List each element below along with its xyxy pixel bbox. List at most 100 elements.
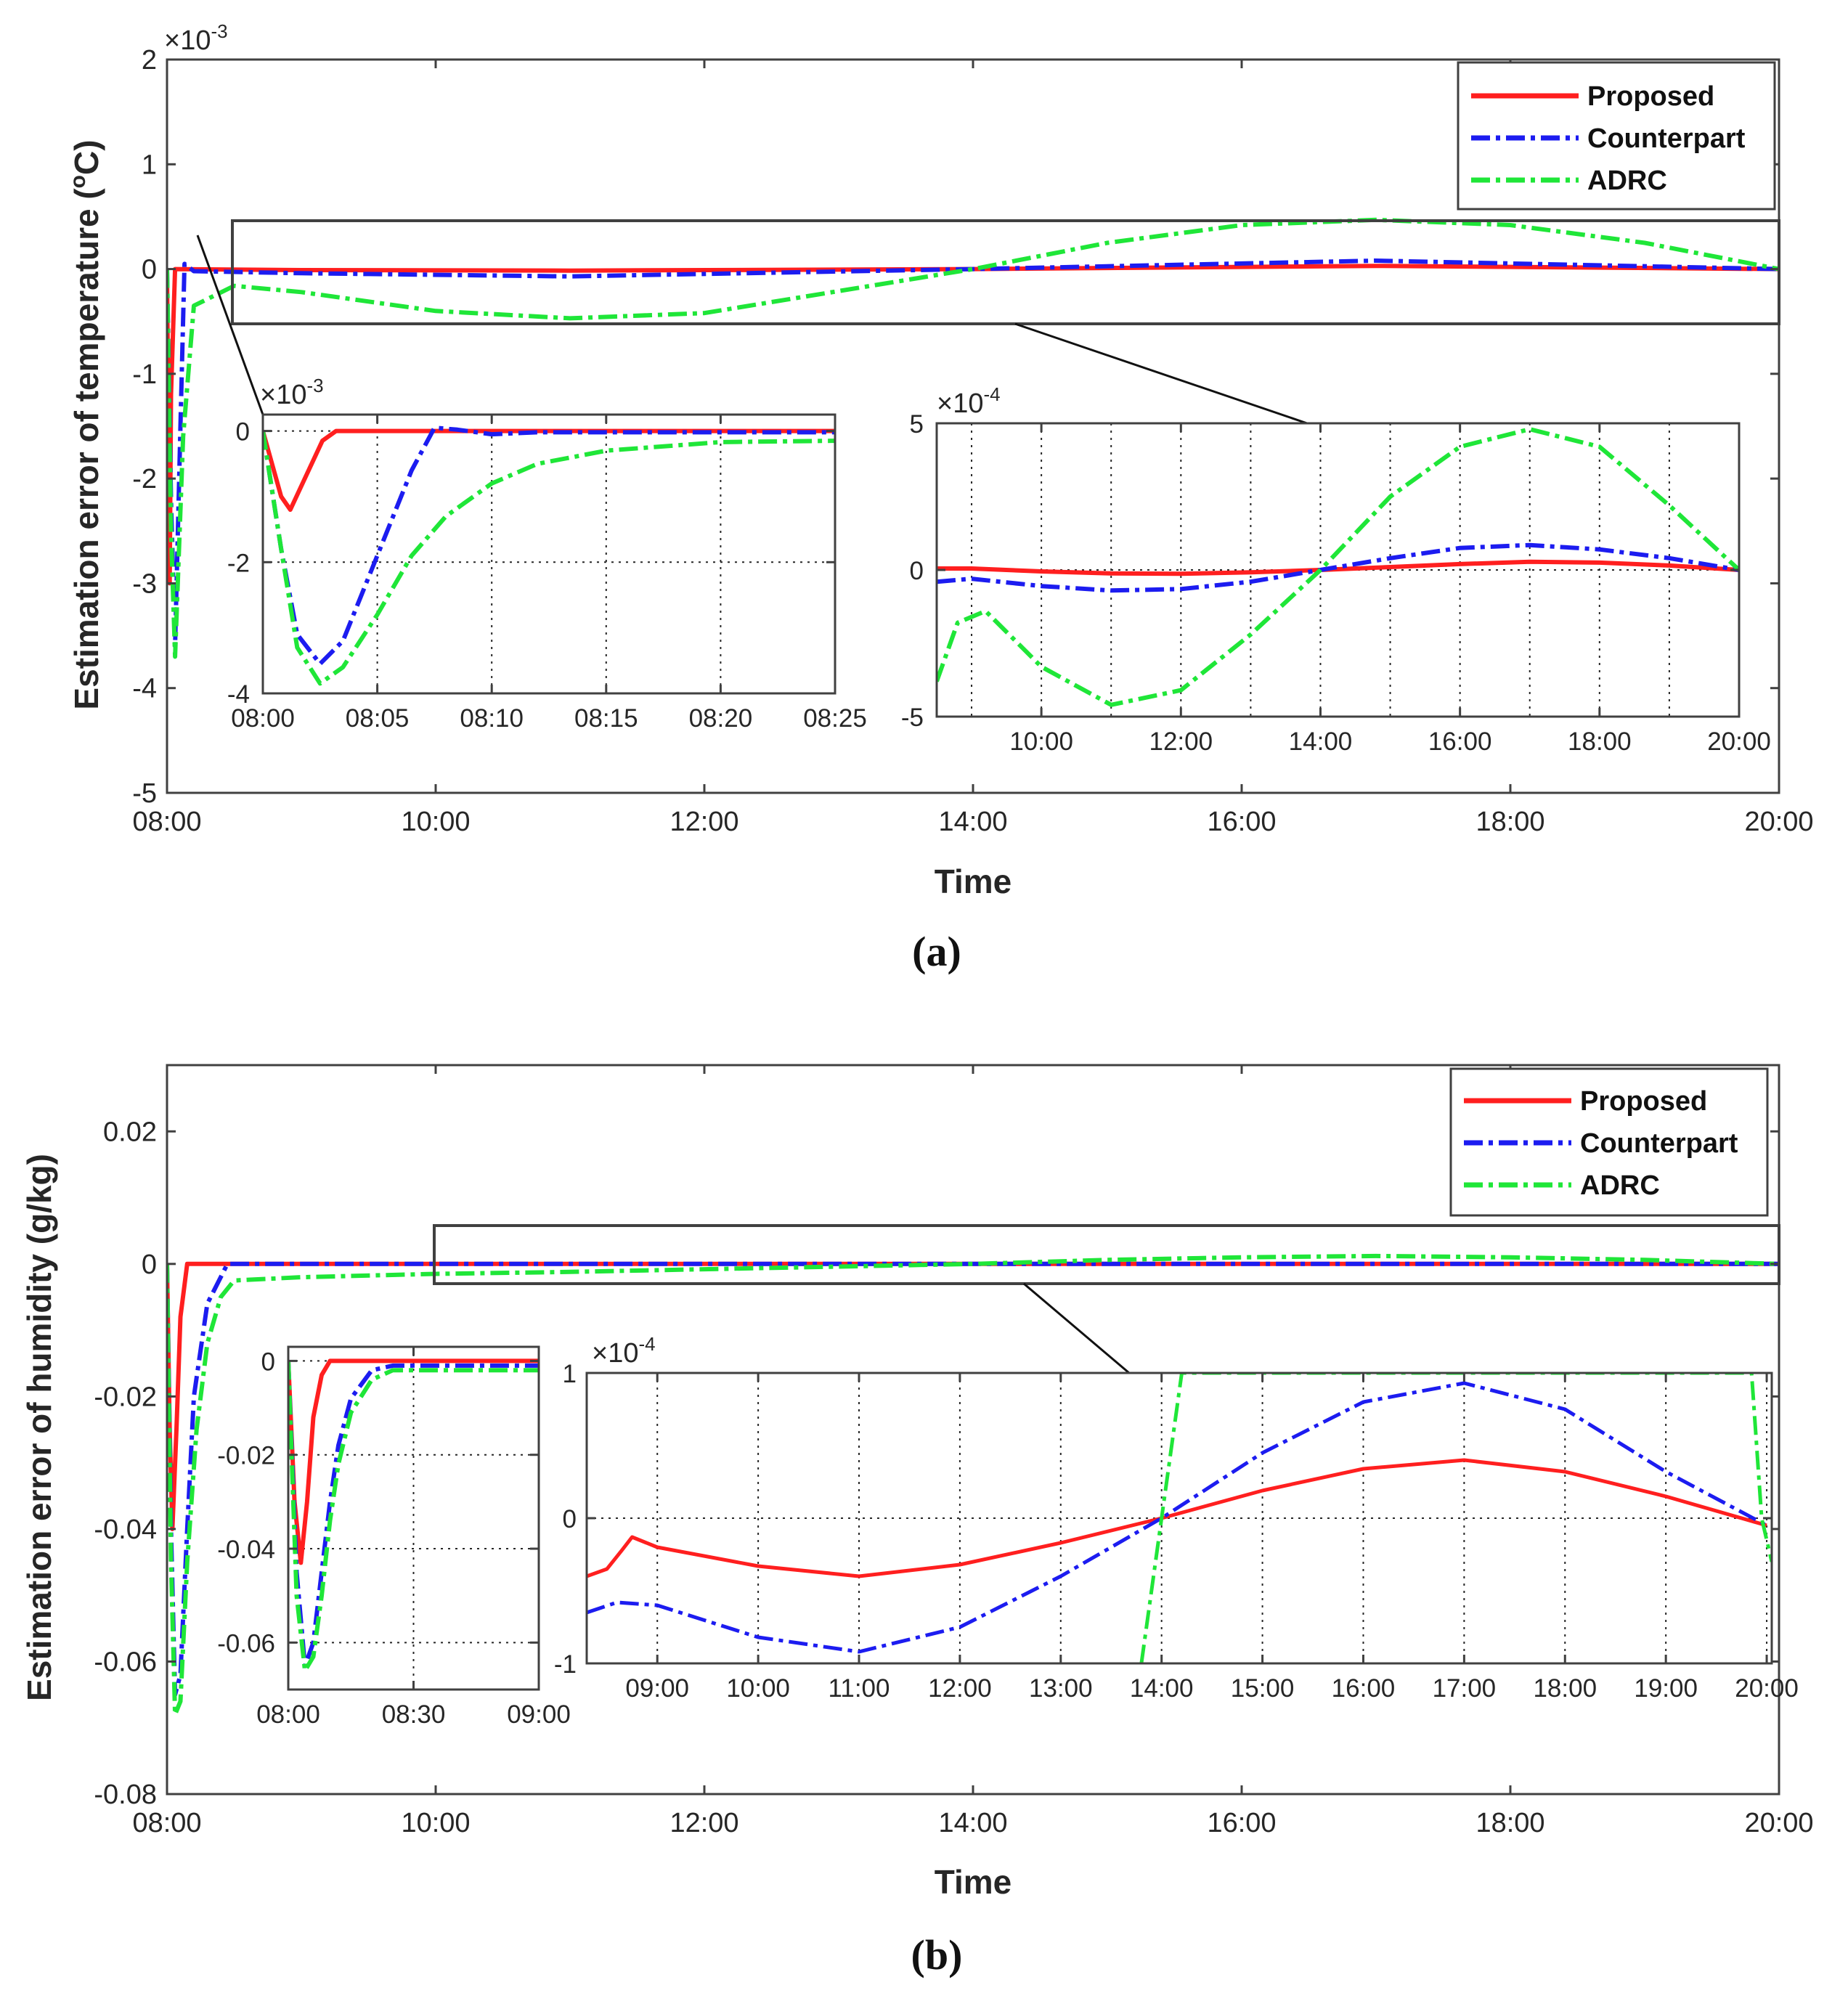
chart-a-inset-detail: 10:00 12:00 14:00 16:00 18:00 20:00 5 0 -5 <box>901 410 1771 756</box>
b-inset2-xtick-label: 12:00 <box>928 1674 992 1703</box>
xlabel-b: Time <box>935 1863 1012 1901</box>
chart-b-inset-detail: 09:00 10:00 11:00 12:00 13:00 14:00 15:00 16:00… <box>554 1360 1799 1703</box>
a-main-ytick-label: -3 <box>132 568 157 599</box>
xlabel-a: Time <box>935 863 1012 900</box>
b-inset2-xtick-label: 20:00 <box>1735 1674 1799 1703</box>
b-inset2-xtick-label: 10:00 <box>726 1674 790 1703</box>
ylabel-b: Estimation error of humidity (g/kg) <box>20 1154 58 1701</box>
b-main-ytick-label: -0.04 <box>94 1515 157 1545</box>
legend-b: Proposed Counterpart ADRC <box>1449 1067 1769 1217</box>
caption-a: (a) <box>912 928 961 975</box>
a-inset2-ytick-label: 0 <box>910 557 924 585</box>
b-inset2-xtick-label: 16:00 <box>1332 1674 1396 1703</box>
multiplier-a-inset1: ×10-3 <box>260 375 324 410</box>
panel-a: 08:00 10:00 12:00 14:00 16:00 18:00 20:00 2 1 0 -1… <box>66 20 1814 975</box>
b-inset2-ytick-label: 0 <box>563 1505 577 1533</box>
b-inset1-ytick-label: 0 <box>261 1348 275 1376</box>
b-inset1-xtick-label: 08:00 <box>256 1700 320 1729</box>
b-main-xtick-label: 14:00 <box>938 1808 1007 1838</box>
b-main-xtick-label: 10:00 <box>401 1808 470 1838</box>
zoom-connector-a1 <box>196 235 264 415</box>
b-inset1-ytick-label: -0.02 <box>217 1442 275 1470</box>
b-main-ytick-label: -0.02 <box>94 1382 157 1412</box>
b-main-xtick-label: 20:00 <box>1744 1808 1813 1838</box>
a-inset1-axes-frame <box>261 413 837 695</box>
b-main-ytick-label: 0 <box>142 1250 157 1280</box>
a-inset2-series-adrc <box>937 427 1739 707</box>
a-main-ytick-label: -4 <box>132 674 157 704</box>
b-main-ytick-label: 0.02 <box>103 1117 157 1147</box>
b-main-ytick-label: -0.06 <box>94 1647 157 1677</box>
b-inset2-series-counterpart <box>587 1381 1768 1654</box>
a-inset1-xtick-label: 08:25 <box>803 704 867 733</box>
b-inset2-plot-area <box>587 1373 1772 1663</box>
caption-b: (b) <box>911 1931 963 1978</box>
b-inset1-xtick-label: 08:30 <box>382 1700 446 1729</box>
a-inset1-series-adrc <box>263 431 835 686</box>
b-inset2-xtick-label: 09:00 <box>625 1674 689 1703</box>
multiplier-a-inset2: ×10-4 <box>937 383 1001 419</box>
a-inset2-xtick-label: 14:00 <box>1289 728 1353 756</box>
a-inset2-xtick-label: 18:00 <box>1568 728 1632 756</box>
a-main-xtick-label: 20:00 <box>1744 807 1813 837</box>
b-inset1-xtick-label: 09:00 <box>507 1700 571 1729</box>
legend-b-proposed-label: Proposed <box>1580 1086 1707 1117</box>
a-inset2-ytick-label: -5 <box>901 704 924 732</box>
chart-a-inset-start: 08:00 08:05 08:10 08:15 08:20 08:25 0 -2 -4 <box>227 413 867 733</box>
a-inset1-xtick-label: 08:10 <box>460 704 524 733</box>
b-inset2-series-proposed <box>587 1458 1767 1578</box>
zoom-box-b <box>433 1224 1780 1285</box>
b-inset2-xtick-label: 13:00 <box>1029 1674 1093 1703</box>
a-inset1-xtick-label: 08:00 <box>231 704 295 733</box>
a-main-ytick-label: -5 <box>132 778 157 809</box>
a-inset2-xtick-label: 16:00 <box>1428 728 1492 756</box>
multiplier-b-inset2: ×10-4 <box>592 1333 656 1369</box>
multiplier-a-main: ×10-3 <box>164 20 228 56</box>
zoom-box-a <box>231 219 1780 325</box>
zoom-connector-a2 <box>1014 322 1308 425</box>
legend-b-adrc-label: ADRC <box>1580 1170 1660 1201</box>
panel-b: 08:00 10:00 12:00 14:00 16:00 18:00 20:00 0.02 0… <box>20 1064 1814 1978</box>
a-main-ytick-label: 0 <box>142 255 157 285</box>
a-main-ytick-label: -2 <box>132 464 157 494</box>
legend-b-counterpart-label: Counterpart <box>1580 1128 1738 1159</box>
zoom-connector-b <box>1023 1282 1130 1374</box>
b-inset2-ytick-label: -1 <box>554 1650 577 1679</box>
b-inset1-ytick-label: -0.06 <box>217 1629 275 1658</box>
b-main-xtick-label: 16:00 <box>1207 1808 1276 1838</box>
legend-a-adrc-label: ADRC <box>1587 166 1667 196</box>
a-main-ytick-label: 2 <box>142 45 157 76</box>
a-inset1-xtick-label: 08:05 <box>346 704 410 733</box>
a-inset1-ytick-label: 0 <box>236 418 250 447</box>
legend-a: Proposed Counterpart ADRC <box>1457 61 1776 211</box>
b-inset1-series-counterpart <box>288 1361 539 1668</box>
a-inset1-series-proposed <box>263 428 835 512</box>
a-inset1-ytick-label: -4 <box>227 680 250 709</box>
a-inset1-plot-area <box>263 415 835 693</box>
a-main-xtick-label: 12:00 <box>669 807 738 837</box>
b-main-xtick-label: 18:00 <box>1475 1808 1544 1838</box>
a-main-ytick-label: 1 <box>142 150 157 180</box>
b-inset1-ytick-label: -0.04 <box>217 1536 275 1564</box>
a-inset2-xtick-label: 20:00 <box>1707 728 1771 756</box>
b-inset2-ytick-label: 1 <box>563 1360 577 1388</box>
b-main-xtick-label: 12:00 <box>669 1808 738 1838</box>
a-inset2-ytick-label: 5 <box>910 410 924 439</box>
b-main-xtick-label: 08:00 <box>132 1808 201 1838</box>
legend-a-counterpart-label: Counterpart <box>1587 123 1746 154</box>
b-inset2-xtick-label: 14:00 <box>1130 1674 1194 1703</box>
a-main-xtick-label: 14:00 <box>938 807 1007 837</box>
a-main-xtick-label: 10:00 <box>401 807 470 837</box>
a-main-xtick-label: 16:00 <box>1207 807 1276 837</box>
legend-a-proposed-label: Proposed <box>1587 81 1714 112</box>
a-inset1-ytick-label: -2 <box>227 549 250 577</box>
ylabel-a: Estimation error of temperature (oC) <box>66 139 105 709</box>
a-main-xtick-label: 18:00 <box>1475 807 1544 837</box>
b-inset2-xtick-label: 17:00 <box>1433 1674 1497 1703</box>
b-inset2-xtick-label: 15:00 <box>1231 1674 1295 1703</box>
a-main-ytick-label: -1 <box>132 359 157 390</box>
a-inset1-xtick-label: 08:20 <box>689 704 753 733</box>
a-inset2-xtick-label: 10:00 <box>1009 728 1073 756</box>
b-inset2-series-adrc <box>1139 1373 1772 1663</box>
